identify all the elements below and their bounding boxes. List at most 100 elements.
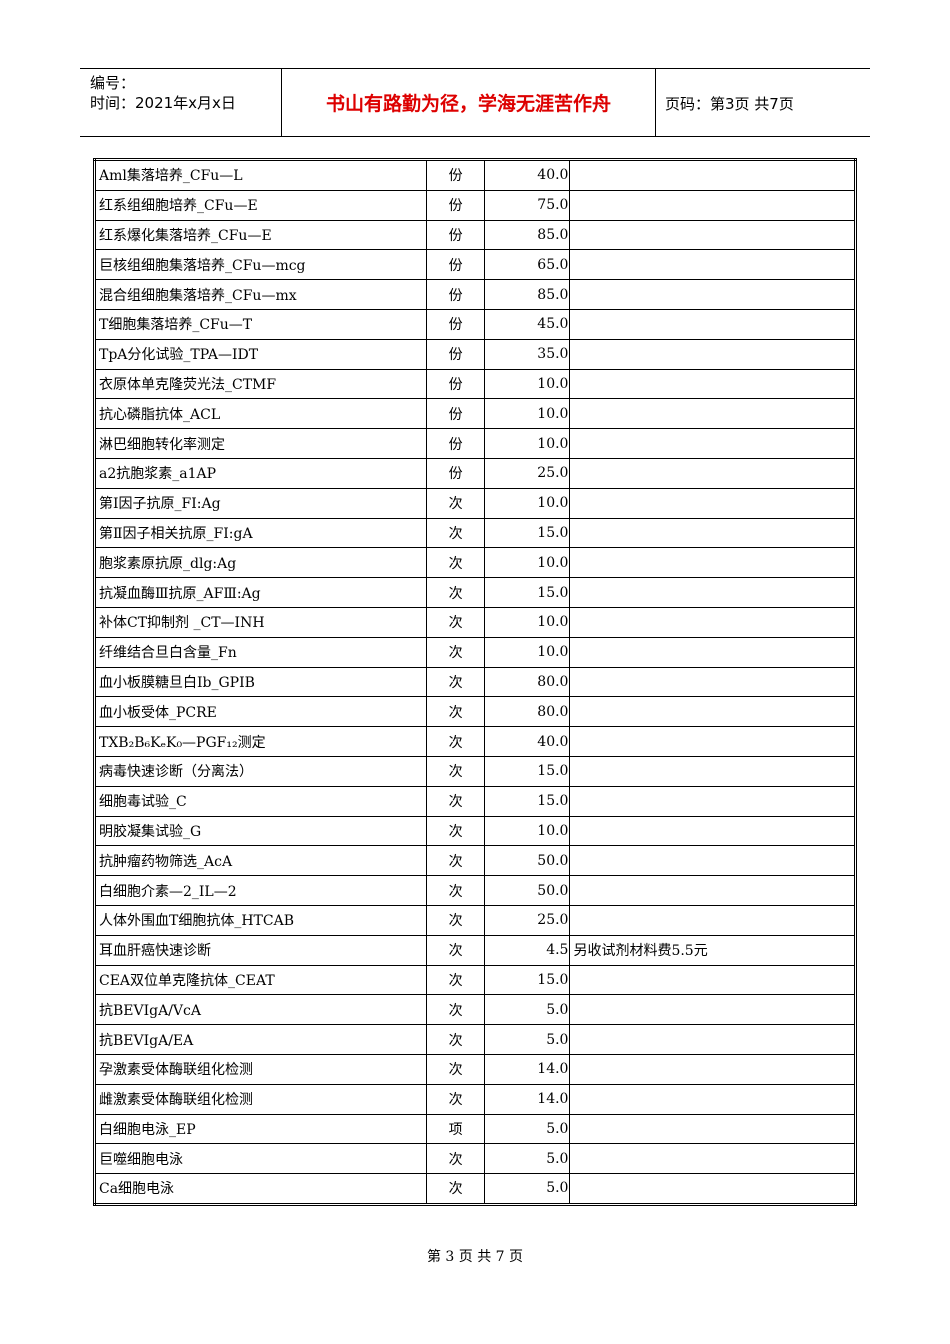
item-name: 孕激素受体酶联组化检测 <box>94 1053 427 1085</box>
footer: 第 3 页 共 7 页 <box>426 1249 524 1265</box>
unit: 次 <box>425 964 486 996</box>
unit: 次 <box>425 845 486 877</box>
item-name: 明胶凝集试验_G <box>94 815 427 847</box>
price: 10.0 <box>484 606 571 638</box>
table-row: 抗凝血酶Ⅲ抗原_AFⅢ:Ag 次 15.0 <box>94 577 856 608</box>
price: 10.0 <box>484 547 571 579</box>
price: 5.0 <box>484 1143 571 1175</box>
header: 编号： 时间：2021年x月x日 书山有路勤为径，学海无涯苦作舟 页码：第3页 … <box>80 68 870 137</box>
table-row: 混合组细胞集落培养_CFu—mx 份 85.0 <box>94 279 856 310</box>
note <box>569 815 856 847</box>
price: 5.0 <box>484 994 571 1026</box>
note <box>569 875 856 906</box>
table-row: 淋巴细胞转化率测定份 10.0 <box>94 428 856 459</box>
price: 15.0 <box>484 964 571 996</box>
note <box>569 457 856 489</box>
table-row: 红系组细胞培养_CFu—E 份 75.0 <box>94 189 856 221</box>
note <box>569 398 856 430</box>
unit: 次 <box>425 994 486 1026</box>
unit: 次 <box>425 606 486 638</box>
unit: 份 <box>425 249 486 281</box>
table-row: TpA分化试验_TPA—IDT 份 35.0 <box>94 338 856 370</box>
price: 80.0 <box>484 696 571 728</box>
price: 10.0 <box>484 815 571 847</box>
table-row: 巨噬细胞电泳次 5.0 <box>94 1143 856 1175</box>
price: 15.0 <box>484 785 571 817</box>
note <box>569 1143 856 1175</box>
item-name: 抗心磷脂抗体_ACL <box>94 398 427 430</box>
page-number: 页码：第3页 共7页 <box>665 95 794 113</box>
item-name: 抗凝血酶Ⅲ抗原_AFⅢ:Ag <box>94 577 427 608</box>
unit: 次 <box>425 1024 486 1055</box>
price: 10.0 <box>484 368 571 400</box>
table-row: Aml集落培养_CFu—L 份 40.0 <box>94 159 856 191</box>
note: 另收试剂材料费5.5元 <box>569 934 856 966</box>
price: 15.0 <box>484 517 571 549</box>
price: 75.0 <box>484 189 571 221</box>
note <box>569 189 856 221</box>
note <box>569 845 856 877</box>
note <box>569 308 856 340</box>
slogan: 书山有路勤为径，学海无涯苦作舟 <box>281 69 656 136</box>
note <box>569 547 856 579</box>
table-row: 血小板受体_PCRE 次 80.0 <box>94 696 856 728</box>
price: 5.0 <box>484 1173 571 1205</box>
item-name: 巨核组细胞集落培养_CFu—mcg <box>94 249 427 281</box>
item-name: 第Ⅱ因子相关抗原_FI:gA <box>94 517 427 549</box>
unit: 次 <box>425 577 486 608</box>
table-row: 红系爆化集落培养_CFu—E 份 85.0 <box>94 219 856 251</box>
price: 45.0 <box>484 308 571 340</box>
price: 40.0 <box>484 726 571 757</box>
note <box>569 904 856 936</box>
unit: 次 <box>425 517 486 549</box>
price: 15.0 <box>484 577 571 608</box>
unit: 次 <box>425 785 486 817</box>
unit: 次 <box>425 1053 486 1085</box>
header-left: 编号： 时间：2021年x月x日 <box>90 73 236 113</box>
table-row: 纤维结合旦白含量_Fn 次 10.0 <box>94 636 856 668</box>
item-name: T细胞集落培养_CFu—T <box>94 308 427 340</box>
unit: 次 <box>425 904 486 936</box>
item-name: 雌激素受体酶联组化检测 <box>94 1083 427 1115</box>
item-name: 抗肿瘤药物筛选_AcA <box>94 845 427 877</box>
note <box>569 159 856 191</box>
item-name: 血小板受体_PCRE <box>94 696 427 728</box>
price: 14.0 <box>484 1053 571 1085</box>
item-name: 衣原体单克隆荧光法_CTMF <box>94 368 427 400</box>
price: 25.0 <box>484 904 571 936</box>
item-name: 白细胞介素—2_IL—2 <box>94 875 427 906</box>
note <box>569 666 856 698</box>
unit: 次 <box>425 875 486 906</box>
note <box>569 1024 856 1055</box>
unit: 次 <box>425 1083 486 1115</box>
item-name: 抗BEVIgA/VcA <box>94 994 427 1026</box>
price: 10.0 <box>484 398 571 430</box>
table-row: CEA双位单克隆抗体_CEAT 次 15.0 <box>94 964 856 996</box>
item-name: 血小板膜糖旦白Ib_GPIB <box>94 666 427 698</box>
price: 10.0 <box>484 636 571 668</box>
table-row: Ca细胞电泳次 5.0 <box>94 1173 856 1205</box>
table-row: 抗BEVIgA/EA 次 5.0 <box>94 1024 856 1055</box>
table-row: 抗心磷脂抗体_ACL 份 10.0 <box>94 398 856 430</box>
item-name: 病毒快速诊断（分离法） <box>94 755 427 787</box>
note <box>569 606 856 638</box>
table-row: 第Ⅰ因子抗原_FI:Ag 次 10.0 <box>94 487 856 519</box>
table-row: 血小板膜糖旦白Ib_GPIB 次 80.0 <box>94 666 856 698</box>
note <box>569 636 856 668</box>
item-name: 耳血肝癌快速诊断 <box>94 934 427 966</box>
price: 5.0 <box>484 1024 571 1055</box>
table-row: TXB₂B₆KₑK₀—PGF₁₂测定次 40.0 <box>94 726 856 757</box>
unit: 次 <box>425 636 486 668</box>
note <box>569 249 856 281</box>
note <box>569 696 856 728</box>
price: 10.0 <box>484 487 571 519</box>
table-row: 细胞毒试验_C 次 15.0 <box>94 785 856 817</box>
unit: 次 <box>425 815 486 847</box>
note <box>569 368 856 400</box>
item-name: 红系爆化集落培养_CFu—E <box>94 219 427 251</box>
item-name: 红系组细胞培养_CFu—E <box>94 189 427 221</box>
price: 14.0 <box>484 1083 571 1115</box>
table-row: 补体CT抑制剂 _CT—INH 次 10.0 <box>94 606 856 638</box>
note <box>569 964 856 996</box>
